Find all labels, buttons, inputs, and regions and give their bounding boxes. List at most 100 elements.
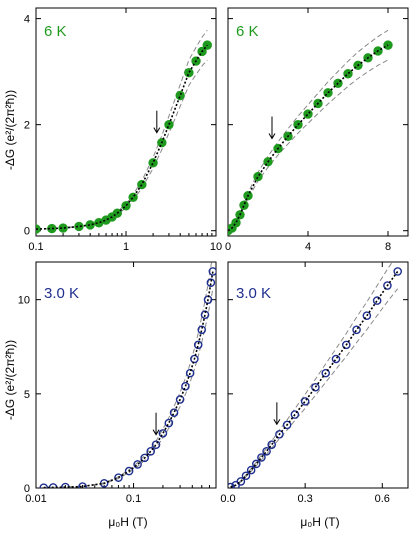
- data-point: [36, 224, 41, 234]
- y-tick-label: 4: [24, 14, 30, 26]
- data-point: [372, 296, 382, 305]
- data-point: [352, 325, 361, 335]
- fit-line: [230, 270, 399, 488]
- arrow-head: [273, 419, 281, 426]
- y-tick-label: 0: [24, 483, 30, 495]
- data-point: [267, 440, 277, 449]
- data-point: [206, 278, 216, 288]
- data-point: [114, 473, 123, 482]
- data-point: [181, 381, 190, 391]
- data-point: [85, 220, 95, 230]
- data-point: [151, 440, 161, 449]
- panel-label-top-right: 6 K: [236, 23, 259, 40]
- upper-bound-line: [36, 29, 208, 230]
- data-point: [128, 192, 138, 202]
- panel-bottom-right: 3.0 K μ₀H (T) 0.0 0.3 0.6: [220, 261, 409, 529]
- panel-label-top-left: 6 K: [44, 23, 67, 40]
- x-tick-label: 0.3: [297, 493, 312, 505]
- data-point: [311, 382, 320, 392]
- data-point: [121, 201, 131, 211]
- y-axis-label-top: -ΔG (e²/(2π²ħ)): [3, 90, 17, 170]
- data-point: [362, 311, 372, 320]
- panel-top-right: 6 K 0 4 8: [225, 7, 409, 253]
- x-tick-label: 0.0: [220, 493, 235, 505]
- data-point: [58, 223, 68, 233]
- data-point: [146, 446, 156, 456]
- panel-label-bottom-right: 3.0 K: [236, 285, 271, 302]
- data-point: [236, 477, 246, 486]
- data-point: [251, 459, 261, 469]
- y-tick-label: 5: [24, 389, 30, 401]
- lower-bound-line: [43, 288, 214, 488]
- fit-line: [228, 44, 389, 232]
- x-tick-label: 0.1: [28, 241, 43, 253]
- data-point: [239, 200, 249, 210]
- data-point: [124, 466, 134, 476]
- data-point: [253, 171, 263, 182]
- data-point: [246, 465, 256, 475]
- y-tick-label: 0: [24, 226, 30, 238]
- data-point: [39, 483, 49, 488]
- data-point: [185, 368, 195, 378]
- data-point: [331, 354, 341, 364]
- data-point: [78, 482, 87, 488]
- lower-bound-line: [230, 288, 399, 488]
- data-point: [47, 223, 57, 234]
- x-tick-label: 4: [305, 241, 311, 253]
- x-axis-label-bottom-left: μ₀H (T): [108, 515, 147, 529]
- data-point: [303, 109, 313, 119]
- data-point: [193, 340, 203, 350]
- data-point: [321, 368, 331, 378]
- data-point: [323, 88, 333, 98]
- data-point: [175, 395, 185, 404]
- data-point: [393, 267, 403, 276]
- x-tick-label: 0.1: [126, 493, 141, 505]
- data-point: [300, 397, 310, 406]
- arrow-head: [152, 429, 160, 436]
- x-tick-label: 0: [225, 241, 231, 253]
- data-point: [164, 418, 174, 428]
- arrow-head: [268, 133, 276, 140]
- data-point: [137, 179, 147, 190]
- data-point: [290, 410, 300, 419]
- data-point: [175, 90, 185, 101]
- data-point: [341, 340, 351, 350]
- data-point: [197, 325, 207, 335]
- x-tick-label: 10: [210, 241, 222, 253]
- data-point: [275, 430, 284, 439]
- panel-label-bottom-left: 3.0 K: [44, 285, 79, 302]
- x-tick-label: 8: [385, 241, 391, 253]
- y-tick-label: 2: [24, 120, 30, 132]
- data-point: [231, 218, 241, 228]
- y-tick-label: 10: [18, 295, 30, 307]
- fit-line: [36, 44, 208, 230]
- x-tick-label: 1: [123, 241, 129, 253]
- data-point: [184, 67, 194, 78]
- lower-bound-line: [228, 59, 389, 232]
- data-point: [208, 267, 216, 276]
- panel-bottom-left: 3.0 K -ΔG (e²/(2π²ħ)) μ₀H (T) 0.01 0.1 0 5 1…: [3, 261, 217, 529]
- data-point: [158, 429, 168, 438]
- x-tick-label: 0.6: [375, 493, 390, 505]
- lower-bound-line: [36, 59, 208, 230]
- data-point: [190, 354, 199, 364]
- data-point: [140, 453, 149, 463]
- plot-frame: [35, 261, 217, 489]
- data-point: [262, 446, 271, 456]
- data-point: [148, 158, 158, 168]
- data-point: [74, 221, 84, 232]
- data-point: [257, 453, 266, 462]
- data-point: [133, 460, 142, 469]
- arrow-head: [153, 127, 161, 134]
- x-axis-label-bottom-right: μ₀H (T): [300, 515, 339, 529]
- plot-frame: [227, 7, 409, 237]
- data-point: [383, 281, 392, 290]
- data-point: [282, 420, 292, 430]
- plot-frame: [227, 261, 409, 489]
- fit-line: [43, 271, 214, 488]
- x-tick-label: 0.01: [25, 493, 46, 505]
- data-point: [241, 471, 251, 481]
- data-point: [343, 69, 353, 79]
- data-point: [228, 482, 235, 488]
